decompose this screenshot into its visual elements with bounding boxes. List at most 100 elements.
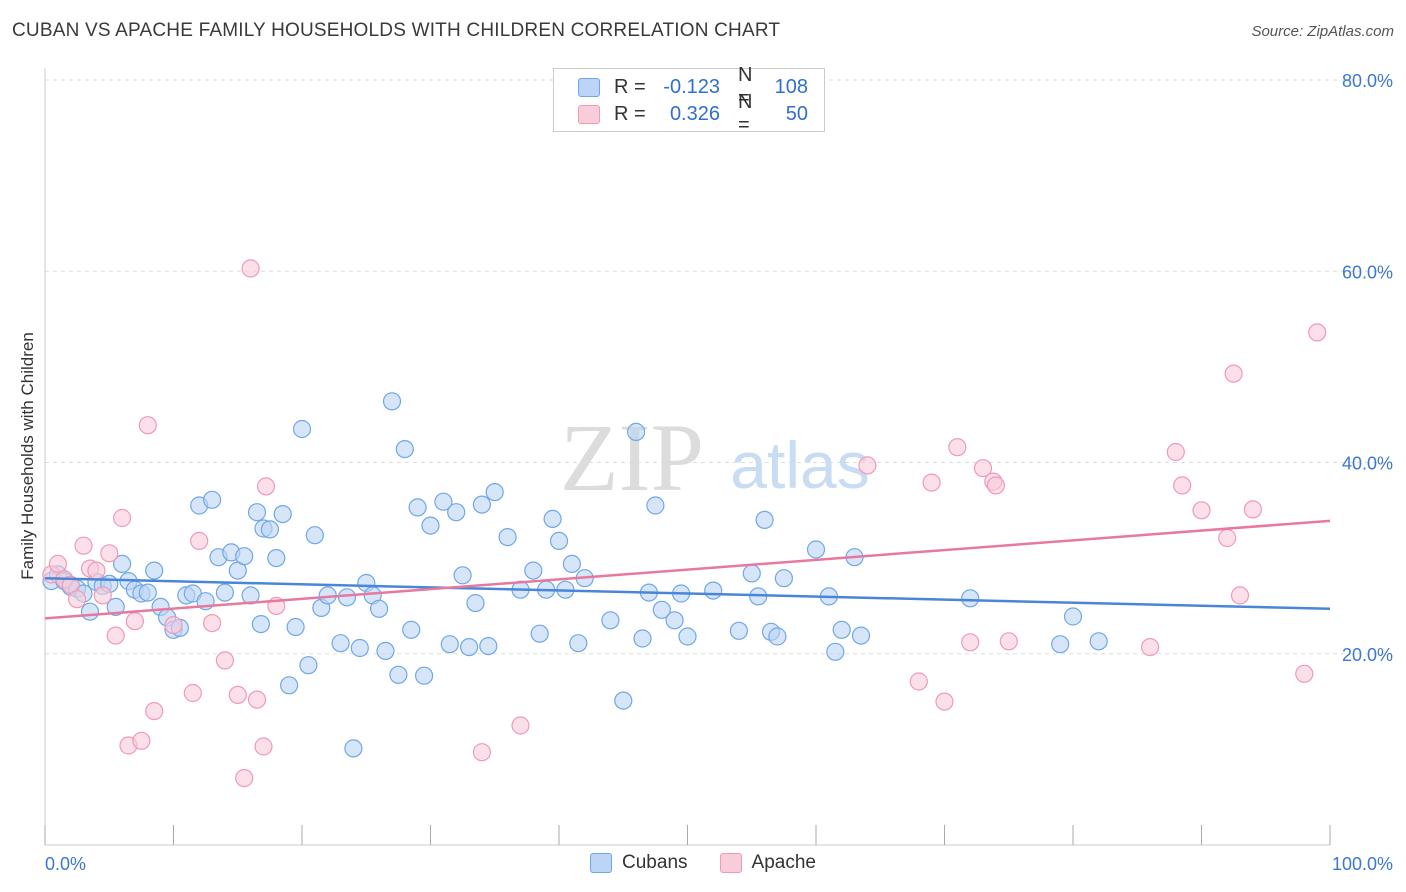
y-tick-label: 40.0% (1342, 454, 1393, 474)
x-tick-label: 0.0% (45, 854, 86, 874)
apache-point (948, 438, 967, 457)
apache-point (961, 633, 980, 652)
cubans-point (562, 554, 582, 574)
apache-point (215, 651, 234, 670)
cubans-point (80, 602, 100, 621)
cubans-point (106, 597, 125, 617)
apache-point (1308, 323, 1327, 342)
apache-point (164, 615, 183, 635)
cubans-swatch (590, 853, 613, 873)
legend-n-label: N = (738, 64, 753, 109)
cubans-point (434, 492, 453, 511)
apache-point (1295, 664, 1314, 683)
cubans-point (485, 483, 504, 502)
cubans-point (350, 638, 369, 658)
apache-point (48, 554, 68, 574)
apache-point (93, 586, 112, 605)
apache-trend-line (44, 519, 1331, 620)
cubans-point (530, 624, 549, 643)
cubans-point (447, 503, 466, 522)
apache-point (112, 508, 132, 528)
legend-r-label: R = (614, 102, 646, 125)
apache-point (228, 685, 247, 705)
apache-point (909, 672, 928, 691)
cubans-point (729, 621, 749, 640)
cubans-point (543, 509, 562, 529)
apache-point (138, 416, 157, 435)
apache-point (1218, 528, 1237, 548)
legend-box: R = -0.123 N = 108 R = 0.326 N = 50 (553, 64, 825, 136)
apache-point (1230, 586, 1250, 605)
legend-row-apache: R = 0.326 N = 50 (578, 91, 808, 136)
apache-point (87, 561, 106, 580)
cubans-point (569, 634, 588, 653)
cubans-point (273, 504, 292, 524)
legend-item-label: Cubans (622, 852, 688, 873)
apache-swatch (578, 104, 600, 124)
legend-n-value: 50 (785, 102, 808, 125)
apache-point (241, 259, 260, 278)
cubans-point (851, 626, 871, 645)
apache-point (1243, 500, 1263, 519)
apache-point (472, 743, 491, 762)
apache-point (1140, 637, 1160, 657)
cubans-point (755, 510, 774, 530)
cubans-trend-line (44, 576, 1331, 611)
apache-point (935, 692, 954, 711)
apache-point (235, 768, 254, 788)
cubans-point (1089, 632, 1108, 651)
cubans-point (395, 440, 414, 459)
apache-point (1166, 442, 1185, 462)
cubans-point (138, 583, 157, 602)
apache-point (100, 544, 119, 563)
y-tick-label: 60.0% (1342, 262, 1393, 282)
legend-n-label: N = (738, 91, 753, 136)
cubans-point (524, 561, 543, 580)
apache-point (922, 473, 941, 492)
cubans-point (305, 526, 324, 545)
cubans-point (774, 569, 794, 588)
cubans-point (633, 629, 652, 648)
cubans-point (742, 564, 761, 583)
apache-point (145, 701, 164, 721)
cubans-point (665, 611, 684, 630)
apache-point (1224, 364, 1243, 383)
apache-point (106, 626, 125, 645)
apache-point (1192, 501, 1211, 520)
cubans-point (408, 498, 427, 517)
source-label: Source: ZipAtlas.com (1251, 23, 1394, 40)
cubans-point (421, 516, 440, 535)
cubans-point (382, 392, 402, 411)
cubans-point (601, 611, 620, 630)
cubans-point (498, 527, 517, 547)
watermark-zip: ZIP (560, 404, 704, 511)
cubans-point (440, 635, 459, 654)
cubans-point (292, 419, 312, 439)
apache-point (973, 459, 993, 478)
cubans-point (626, 422, 646, 441)
apache-point (999, 632, 1018, 651)
legend-item-cubans: Cubans (590, 852, 688, 874)
cubans-point (549, 531, 569, 551)
cubans-point (1051, 635, 1070, 654)
cubans-point (652, 600, 671, 619)
legend-r-value: -0.123 (663, 75, 720, 98)
apache-point (858, 456, 877, 475)
cubans-point (337, 588, 357, 607)
cubans-point (267, 548, 286, 568)
apache-point (256, 477, 276, 496)
apache-point (247, 690, 267, 709)
apache-point (511, 716, 530, 735)
legend-r-value: 0.326 (669, 102, 720, 125)
chart-title: CUBAN VS APACHE FAMILY HOUSEHOLDS WITH C… (12, 20, 781, 41)
legend-row-cubans: R = -0.123 N = 108 (578, 64, 808, 109)
apache-point (67, 590, 87, 609)
watermark-atlas: atlas (730, 428, 869, 502)
cubans-point (466, 593, 485, 613)
legend-r-label: R = (614, 75, 646, 98)
cubans-point (235, 547, 254, 566)
apache-point (74, 536, 93, 555)
cubans-point (280, 676, 299, 695)
cubans-point (389, 665, 408, 684)
